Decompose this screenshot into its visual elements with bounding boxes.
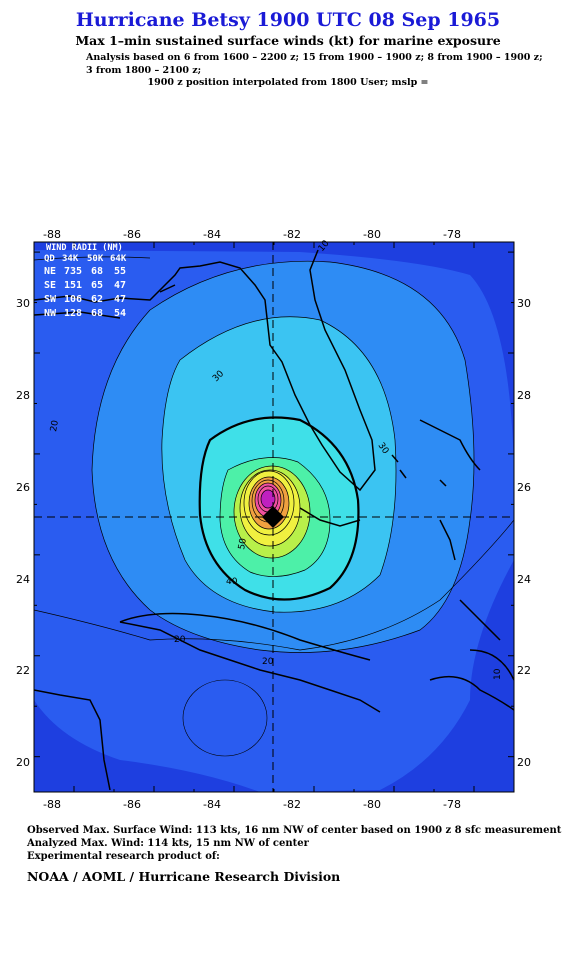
contour-label: 20 <box>174 635 186 645</box>
wind-radii-row: SE 151 65 47 <box>44 280 126 291</box>
footer-notes: Observed Max. Surface Wind: 113 kts, 16 … <box>27 824 561 863</box>
storm-center-marker <box>262 506 284 528</box>
lon-tick-label: -88 <box>43 798 61 811</box>
lon-tick-label: -88 <box>43 228 61 241</box>
lat-tick-label: 22 <box>517 664 531 677</box>
interpolation-note: 1900 z position interpolated from 1800 U… <box>147 77 429 88</box>
contour-label: 40 <box>226 577 238 587</box>
axis-ticks <box>34 242 514 792</box>
chart-title: Hurricane Betsy 1900 UTC 08 Sep 1965 <box>75 9 501 31</box>
coastlines <box>34 249 514 791</box>
lat-tick-label: 20 <box>517 756 531 769</box>
wind-band-100 <box>261 490 275 508</box>
chart-subtitle: Max 1–min sustained surface winds (kt) f… <box>75 33 501 48</box>
lat-tick-label: 24 <box>517 573 531 586</box>
right-lat-labels: 30 28 26 24 22 20 <box>517 297 531 769</box>
contour-label: 10 <box>493 668 503 680</box>
lon-tick-label: -86 <box>123 798 141 811</box>
left-lat-labels: 30 28 26 24 22 20 <box>16 297 30 769</box>
lon-tick-label: -78 <box>443 228 461 241</box>
lat-tick-label: 24 <box>16 573 30 586</box>
lat-tick-label: 26 <box>517 481 531 494</box>
analyzed-max-wind: Analyzed Max. Wind: 114 kts, 15 nm NW of… <box>27 838 309 849</box>
lat-tick-label: 28 <box>16 389 30 402</box>
lon-tick-label: -86 <box>123 228 141 241</box>
wind-radii-header: QD 34K 50K 64K <box>44 254 127 264</box>
lat-tick-label: 22 <box>16 664 30 677</box>
lon-tick-label: -82 <box>283 798 301 811</box>
secondary-wind-cell <box>182 679 268 757</box>
lon-tick-label: -80 <box>363 798 381 811</box>
34kt-radius-contour <box>198 416 360 601</box>
contour-label: 20 <box>49 419 61 432</box>
wind-radii-row: NW 128 68 54 <box>44 308 126 319</box>
wind-radii-table: WIND RADII (NM) QD 34K 50K 64K NE 735 68… <box>44 243 127 319</box>
lon-tick-label: -82 <box>283 228 301 241</box>
organization-credit: NOAA / AOML / Hurricane Research Divisio… <box>27 869 341 884</box>
wind-field <box>34 242 514 792</box>
lat-tick-label: 30 <box>16 297 30 310</box>
lon-tick-label: -84 <box>203 798 221 811</box>
lat-tick-label: 28 <box>517 389 531 402</box>
lon-tick-label: -78 <box>443 798 461 811</box>
lon-tick-label: -80 <box>363 228 381 241</box>
analysis-note: Analysis based on 6 from 1600 – 2200 z; … <box>86 51 556 77</box>
analysis-line-1: Analysis based on 6 from 1600 – 2200 z; … <box>86 52 543 63</box>
observed-max-wind: Observed Max. Surface Wind: 113 kts, 16 … <box>27 825 562 836</box>
lon-tick-label: -84 <box>203 228 221 241</box>
bottom-lon-labels: -88 -86 -84 -82 -80 -78 <box>43 798 461 811</box>
wind-radii-row: NE 735 68 55 <box>44 266 126 277</box>
contour-label: 50 <box>237 537 249 550</box>
top-lon-labels: -88 -86 -84 -82 -80 -78 <box>43 228 461 241</box>
lat-tick-label: 30 <box>517 297 531 310</box>
contour-label: 20 <box>262 657 274 667</box>
lat-tick-label: 26 <box>16 481 30 494</box>
lat-tick-label: 20 <box>16 756 30 769</box>
analysis-line-2: 3 from 1800 – 2100 z; <box>86 65 202 76</box>
wind-radii-title: WIND RADII (NM) <box>46 243 123 253</box>
wind-radii-row: SW 106 62 47 <box>44 294 126 305</box>
experimental-note: Experimental research product of: <box>27 851 220 862</box>
